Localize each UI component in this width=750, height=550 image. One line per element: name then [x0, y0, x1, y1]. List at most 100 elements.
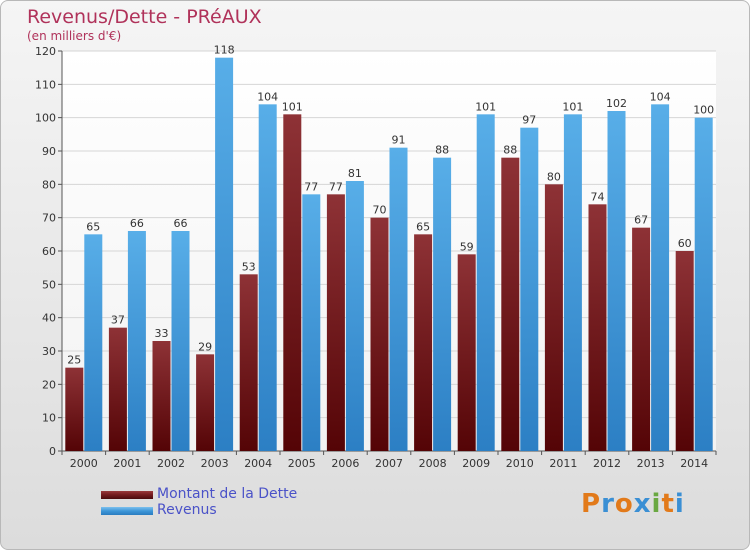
x-tick-label: 2007 [375, 457, 403, 470]
y-tick-label: 20 [42, 378, 56, 391]
data-label: 104 [650, 90, 671, 103]
x-tick-label: 2005 [288, 457, 316, 470]
x-tick-label: 2000 [70, 457, 98, 470]
bar-dette [65, 367, 84, 451]
bar-revenus [694, 117, 713, 452]
y-tick-label: 30 [42, 345, 56, 358]
x-tick-label: 2006 [331, 457, 359, 470]
y-tick-label: 70 [42, 212, 56, 225]
bar-dette [283, 114, 302, 451]
y-tick-label: 100 [35, 112, 56, 125]
bar-dette [196, 354, 215, 451]
data-label: 59 [460, 240, 474, 253]
bar-dette [501, 157, 520, 451]
data-label: 88 [435, 144, 449, 157]
x-tick-label: 2001 [113, 457, 141, 470]
logo-letter: i [651, 489, 662, 519]
data-label: 88 [503, 144, 517, 157]
proxiti-logo: Proxiti [581, 489, 685, 519]
bar-dette [326, 194, 345, 452]
x-tick-label: 2012 [593, 457, 621, 470]
bar-dette [370, 217, 389, 451]
data-label: 60 [678, 237, 692, 250]
legend-label-revenus: Revenus [157, 502, 217, 518]
logo-letter: o [614, 489, 634, 519]
data-label: 102 [606, 97, 627, 110]
bar-revenus [389, 147, 408, 451]
data-label: 77 [304, 180, 318, 193]
legend-label-dette: Montant de la Dette [157, 486, 298, 502]
bar-revenus [171, 231, 190, 451]
data-label: 66 [174, 217, 188, 230]
x-tick-label: 2002 [157, 457, 185, 470]
bar-dette [457, 254, 476, 451]
logo-letter: r [601, 489, 615, 519]
data-label: 91 [392, 134, 406, 147]
x-tick-label: 2009 [462, 457, 490, 470]
bar-revenus [476, 114, 495, 451]
bar-dette [632, 227, 651, 451]
data-label: 97 [522, 114, 536, 127]
bar-revenus [520, 127, 539, 452]
data-label: 100 [693, 104, 714, 117]
data-label: 101 [562, 100, 583, 113]
bar-dette [414, 234, 433, 451]
data-label: 70 [373, 204, 387, 217]
bar-dette [675, 251, 694, 451]
bar-revenus [563, 114, 582, 451]
logo-letter: x [633, 489, 652, 519]
data-label: 81 [348, 167, 362, 180]
legend-swatch-dette [101, 491, 153, 499]
data-label: 104 [257, 90, 278, 103]
bar-revenus [302, 194, 321, 452]
y-tick-label: 60 [42, 245, 56, 258]
data-label: 77 [329, 180, 343, 193]
bar-revenus [215, 57, 234, 452]
logo-letter: i [674, 489, 685, 519]
x-tick-label: 2010 [506, 457, 534, 470]
x-tick-label: 2004 [244, 457, 272, 470]
y-tick-label: 0 [49, 445, 56, 458]
bar-revenus [607, 111, 626, 451]
y-tick-label: 110 [35, 78, 56, 91]
x-tick-label: 2008 [419, 457, 447, 470]
x-tick-label: 2013 [637, 457, 665, 470]
data-label: 74 [591, 190, 605, 203]
data-label: 65 [416, 220, 430, 233]
data-label: 29 [198, 340, 212, 353]
bar-revenus [345, 181, 364, 451]
bar-revenus [433, 157, 452, 451]
data-label: 25 [67, 354, 81, 367]
data-label: 33 [155, 327, 169, 340]
chart-subtitle: (en milliers d'€) [27, 29, 122, 43]
bar-revenus [258, 104, 277, 451]
legend-swatch-revenus [101, 507, 153, 515]
y-tick-label: 50 [42, 278, 56, 291]
chart-title: Revenus/Dette - PRéAUX [27, 6, 262, 28]
bar-revenus [127, 231, 146, 451]
bar-dette [544, 184, 563, 452]
data-label: 118 [214, 44, 235, 57]
data-label: 66 [130, 217, 144, 230]
y-tick-label: 90 [42, 145, 56, 158]
logo-letter: t [661, 489, 675, 519]
data-label: 101 [282, 100, 303, 113]
bar-dette [152, 341, 171, 451]
bar-dette [239, 274, 258, 451]
bar-dette [108, 327, 127, 451]
x-tick-label: 2014 [680, 457, 708, 470]
data-label: 101 [475, 100, 496, 113]
y-tick-label: 40 [42, 312, 56, 325]
data-label: 67 [634, 214, 648, 227]
bar-revenus [651, 104, 670, 451]
data-label: 80 [547, 170, 561, 183]
y-tick-label: 10 [42, 412, 56, 425]
data-label: 53 [242, 260, 256, 273]
data-label: 37 [111, 314, 125, 327]
x-tick-label: 2003 [201, 457, 229, 470]
bar-revenus [84, 234, 103, 451]
y-tick-label: 80 [42, 178, 56, 191]
data-label: 65 [86, 220, 100, 233]
